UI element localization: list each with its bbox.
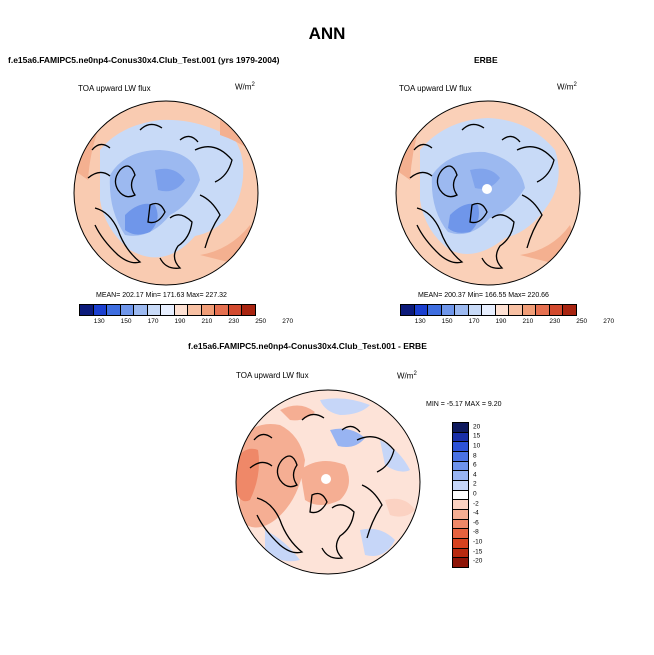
colorbar-tick-label: 190 bbox=[174, 318, 186, 325]
panel-2-colorbar bbox=[400, 304, 577, 316]
colorbar-swatch bbox=[453, 529, 468, 540]
colorbar-tick-label: 270 bbox=[282, 318, 294, 325]
panel-2-variable: TOA upward LW flux bbox=[399, 84, 472, 93]
colorbar-tick-label: 230 bbox=[549, 318, 561, 325]
colorbar-tick-label: -2 bbox=[473, 500, 479, 508]
colorbar-tick-label: 190 bbox=[495, 318, 507, 325]
panel-2-units: W/m2 bbox=[557, 82, 577, 92]
colorbar-swatch bbox=[453, 481, 468, 491]
panel-3-stats: MIN = -5.17 MAX = 9.20 bbox=[426, 401, 502, 408]
colorbar-tick-label: 210 bbox=[522, 318, 534, 325]
colorbar-tick-label: 150 bbox=[441, 318, 453, 325]
colorbar-tick-label: 250 bbox=[255, 318, 267, 325]
colorbar-swatch bbox=[401, 305, 415, 315]
colorbar-swatch bbox=[201, 305, 216, 315]
colorbar-swatch bbox=[468, 305, 483, 315]
colorbar-tick-label: 130 bbox=[93, 318, 105, 325]
colorbar-swatch bbox=[453, 500, 468, 511]
colorbar-swatch bbox=[453, 471, 468, 482]
panel-2-stats: MEAN= 200.37 Min= 166.55 Max= 220.66 bbox=[418, 292, 549, 299]
colorbar-swatch bbox=[455, 305, 469, 315]
colorbar-swatch bbox=[174, 305, 189, 315]
colorbar-tick-label: 4 bbox=[473, 471, 477, 479]
colorbar-swatch bbox=[107, 305, 121, 315]
colorbar-swatch bbox=[453, 490, 468, 501]
colorbar-swatch bbox=[563, 305, 576, 315]
colorbar-swatch bbox=[509, 305, 523, 315]
colorbar-swatch bbox=[453, 452, 468, 462]
panel-3-colorbar bbox=[452, 422, 469, 568]
colorbar-swatch bbox=[453, 432, 468, 443]
colorbar-tick-label: 230 bbox=[228, 318, 240, 325]
colorbar-tick-label: 15 bbox=[473, 432, 481, 440]
colorbar-tick-label: 250 bbox=[576, 318, 588, 325]
colorbar-swatch bbox=[549, 305, 564, 315]
colorbar-tick-label: -4 bbox=[473, 509, 479, 517]
figure-title: ANN bbox=[308, 24, 346, 43]
panel-3-variable: TOA upward LW flux bbox=[236, 371, 309, 380]
colorbar-tick-label: -6 bbox=[473, 519, 479, 527]
colorbar-tick-label: 150 bbox=[120, 318, 132, 325]
colorbar-swatch bbox=[453, 442, 468, 453]
colorbar-tick-label: 130 bbox=[414, 318, 426, 325]
panel-1-units: W/m2 bbox=[235, 82, 255, 92]
colorbar-tick-label: -10 bbox=[473, 538, 483, 546]
panel-1-title: f.e15a6.FAMIPC5.ne0np4-Conus30x4.Club_Te… bbox=[8, 55, 280, 65]
colorbar-swatch bbox=[453, 539, 468, 549]
panel-2-coastlines bbox=[409, 123, 555, 269]
panel-3-title: f.e15a6.FAMIPC5.ne0np4-Conus30x4.Club_Te… bbox=[188, 341, 427, 351]
panel-2-title: ERBE bbox=[474, 55, 498, 65]
colorbar-swatch bbox=[134, 305, 148, 315]
colorbar-tick-label: 20 bbox=[473, 423, 481, 431]
colorbar-swatch bbox=[522, 305, 537, 315]
colorbar-tick-label: 210 bbox=[201, 318, 213, 325]
colorbar-tick-label: 2 bbox=[473, 480, 477, 488]
colorbar-swatch bbox=[228, 305, 243, 315]
colorbar-swatch bbox=[453, 558, 468, 568]
colorbar-swatch bbox=[414, 305, 429, 315]
colorbar-swatch bbox=[93, 305, 108, 315]
panel-1-variable: TOA upward LW flux bbox=[78, 84, 151, 93]
colorbar-tick-label: 170 bbox=[468, 318, 480, 325]
panel-3-coastlines bbox=[249, 413, 395, 559]
colorbar-tick-label: 170 bbox=[147, 318, 159, 325]
colorbar-tick-label: 8 bbox=[473, 452, 477, 460]
panel-3-units: W/m2 bbox=[397, 371, 417, 381]
panel-3-field bbox=[236, 390, 420, 574]
colorbar-tick-label: 10 bbox=[473, 442, 481, 450]
colorbar-tick-label: 270 bbox=[603, 318, 615, 325]
colorbar-swatch bbox=[453, 519, 468, 530]
colorbar-tick-label: -20 bbox=[473, 557, 483, 565]
colorbar-swatch bbox=[453, 461, 468, 472]
panel-1-colorbar bbox=[79, 304, 256, 316]
colorbar-swatch bbox=[453, 510, 468, 520]
colorbar-swatch bbox=[215, 305, 229, 315]
colorbar-swatch bbox=[482, 305, 496, 315]
colorbar-swatch bbox=[453, 548, 468, 559]
colorbar-swatch bbox=[161, 305, 175, 315]
colorbar-swatch bbox=[453, 423, 468, 433]
colorbar-swatch bbox=[536, 305, 550, 315]
colorbar-swatch bbox=[188, 305, 202, 315]
panel-1-stats: MEAN= 202.17 Min= 171.63 Max= 227.32 bbox=[96, 292, 227, 299]
colorbar-swatch bbox=[80, 305, 94, 315]
colorbar-tick-label: 6 bbox=[473, 461, 477, 469]
colorbar-swatch bbox=[242, 305, 255, 315]
panel-1-coastlines bbox=[87, 123, 233, 269]
colorbar-swatch bbox=[428, 305, 442, 315]
colorbar-swatch bbox=[147, 305, 162, 315]
colorbar-tick-label: 0 bbox=[473, 490, 477, 498]
colorbar-tick-label: -15 bbox=[473, 548, 483, 556]
colorbar-swatch bbox=[495, 305, 510, 315]
colorbar-swatch bbox=[441, 305, 456, 315]
colorbar-swatch bbox=[120, 305, 135, 315]
colorbar-tick-label: -8 bbox=[473, 528, 479, 536]
